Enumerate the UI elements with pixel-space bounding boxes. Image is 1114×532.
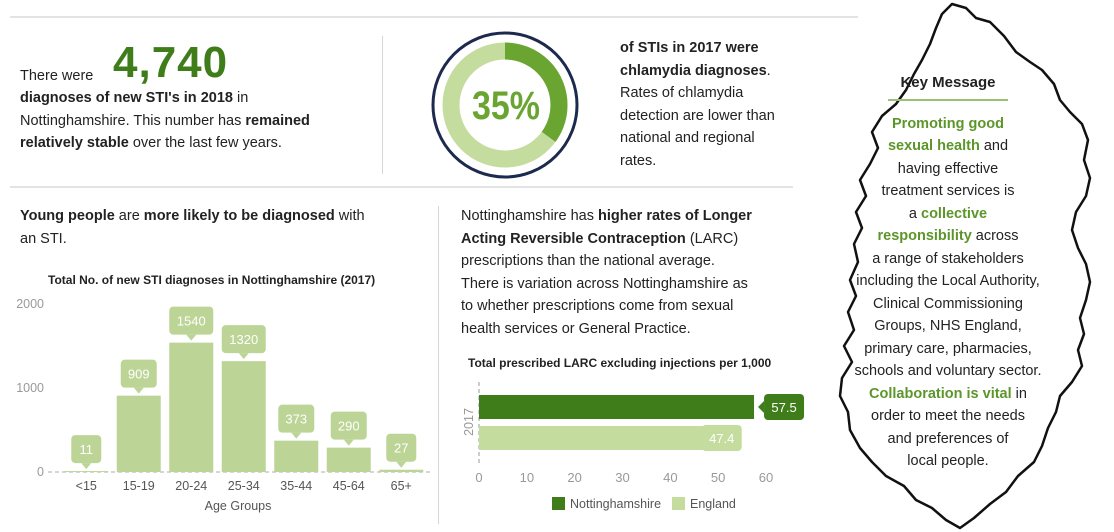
x-tick-label: <15 bbox=[76, 479, 97, 493]
bar-25-34 bbox=[221, 361, 266, 472]
middle-divider bbox=[10, 186, 793, 188]
legend-swatch-Nottinghamshire bbox=[552, 497, 565, 510]
bar-65+ bbox=[379, 469, 424, 472]
x-tick-label: 20 bbox=[567, 470, 581, 485]
x-tick-label: 45-64 bbox=[333, 479, 365, 493]
data-label-45-64: 290 bbox=[330, 411, 367, 446]
x-tick-label: 0 bbox=[475, 470, 482, 485]
data-label-25-34: 1320 bbox=[221, 325, 266, 360]
x-tick-label: 10 bbox=[520, 470, 534, 485]
stat1-body: diagnoses of new STI's in 2018 in Nottin… bbox=[20, 90, 310, 151]
bar-35-44 bbox=[274, 440, 319, 472]
y-tick-label: 1000 bbox=[16, 381, 44, 395]
x-axis-title: Age Groups bbox=[205, 499, 272, 513]
x-tick-label: 20-24 bbox=[175, 479, 207, 493]
key-message-title: Key Message bbox=[888, 72, 1008, 101]
x-tick-label: 40 bbox=[663, 470, 677, 485]
x-tick-label: 15-19 bbox=[123, 479, 155, 493]
svg-text:27: 27 bbox=[394, 441, 408, 456]
bar-15-19 bbox=[116, 395, 161, 472]
stat1-number: 4,740 bbox=[113, 38, 229, 87]
svg-text:290: 290 bbox=[338, 419, 360, 434]
larc-text: Nottinghamshire has higher rates of Long… bbox=[461, 208, 752, 337]
x-tick-label: 60 bbox=[759, 470, 773, 485]
stat1-bold: diagnoses of new STI's in 2018 bbox=[20, 90, 233, 106]
x-tick-label: 65+ bbox=[391, 479, 412, 493]
data-label-15-19: 909 bbox=[120, 359, 157, 394]
bar-England bbox=[479, 426, 706, 450]
bottom-column-divider bbox=[438, 206, 439, 524]
svg-text:47.4: 47.4 bbox=[709, 431, 734, 446]
sti-age-bar-chart: 0 1000 2000 11 <15 909 15-19 1540 20-24 1320 25-34… bbox=[16, 297, 430, 513]
percent-donut: 35% bbox=[431, 31, 579, 179]
category-label: 2017 bbox=[462, 408, 476, 436]
sti-chart-title: Total No. of new STI diagnoses in Nottin… bbox=[48, 273, 376, 287]
bar-20-24 bbox=[169, 342, 214, 472]
legend-label-Nottinghamshire: Nottinghamshire bbox=[570, 497, 661, 511]
svg-text:11: 11 bbox=[80, 442, 94, 457]
y-tick-label: 0 bbox=[37, 465, 44, 479]
bar-Nottinghamshire bbox=[479, 395, 755, 419]
key-message-box: Key Message Promoting good sexual health… bbox=[854, 72, 1042, 469]
larc-bar-chart: 2017 57.5 47.4 0 10 20 30 40 50 60 Nottinghamshire… bbox=[462, 382, 805, 511]
young-people-text: Young people are more likely to be diagn… bbox=[20, 208, 365, 247]
data-label-35-44: 373 bbox=[278, 404, 315, 439]
percent-label: 35% bbox=[472, 84, 540, 128]
x-tick-label: 35-44 bbox=[280, 479, 312, 493]
bar-<15 bbox=[64, 471, 109, 472]
nottinghamshire-map-outline bbox=[838, 2, 1092, 530]
top-column-divider bbox=[382, 36, 383, 174]
data-label-England: 47.4 bbox=[695, 425, 742, 451]
legend-swatch-England bbox=[672, 497, 685, 510]
larc-chart-title: Total prescribed LARC excluding injectio… bbox=[468, 356, 772, 370]
stat1-pre-text: There were bbox=[20, 68, 94, 84]
bar-45-64 bbox=[326, 447, 371, 472]
data-label-20-24: 1540 bbox=[169, 306, 214, 341]
x-tick-label: 30 bbox=[615, 470, 629, 485]
data-label-Nottinghamshire: 57.5 bbox=[758, 394, 805, 420]
legend-label-England: England bbox=[690, 497, 736, 511]
x-tick-label: 50 bbox=[711, 470, 725, 485]
svg-text:1540: 1540 bbox=[177, 314, 206, 329]
data-label-<15: 11 bbox=[71, 435, 102, 470]
svg-text:57.5: 57.5 bbox=[771, 400, 796, 415]
top-divider bbox=[10, 16, 858, 18]
svg-text:909: 909 bbox=[128, 367, 150, 382]
svg-text:373: 373 bbox=[285, 412, 307, 427]
stat2-body: of STIs in 2017 were chlamydia diagnoses… bbox=[620, 40, 775, 169]
data-label-65+: 27 bbox=[386, 433, 417, 468]
svg-text:1320: 1320 bbox=[229, 332, 258, 347]
x-tick-label: 25-34 bbox=[228, 479, 260, 493]
y-tick-label: 2000 bbox=[16, 297, 44, 311]
